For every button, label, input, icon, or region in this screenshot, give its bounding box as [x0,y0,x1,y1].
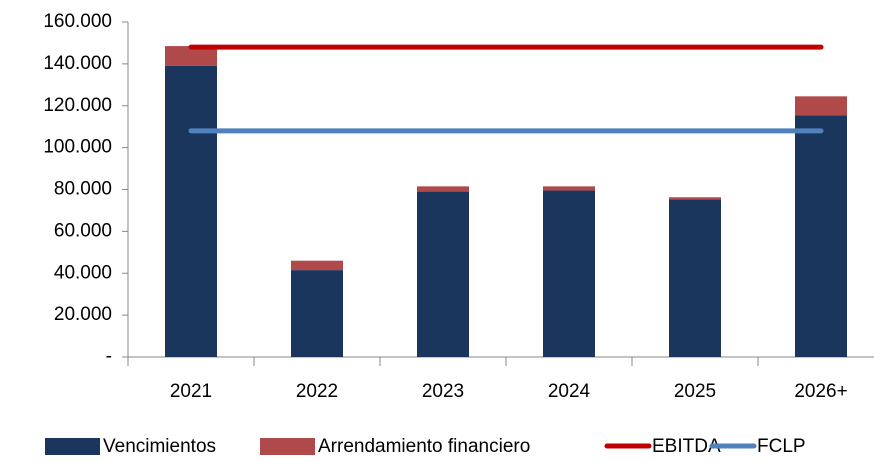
x-tick-label: 2025 [674,381,716,402]
x-tick-label: 2024 [548,381,591,402]
y-tick-label: 120.000 [43,95,112,116]
legend-label: Vencimientos [103,436,216,457]
y-tick-label: 160.000 [43,11,112,32]
bar-segment [417,191,469,357]
bar-segment [543,190,595,357]
legend-label: Arrendamiento financiero [318,436,530,457]
y-tick-label: 100.000 [43,137,112,158]
legend-label: EBITDA [652,436,721,457]
y-tick-label: 140.000 [43,53,112,74]
bar-segment [291,270,343,357]
bar-segment [669,199,721,357]
bar-segment [417,186,469,192]
y-tick-label: 40.000 [54,262,112,283]
bar-segment [543,186,595,191]
x-tick-label: 2022 [296,381,338,402]
bar-segment [165,65,217,357]
bar-segment [669,197,721,200]
y-tick-label: 20.000 [54,304,112,325]
x-tick-label: 2023 [422,381,464,402]
legend-swatch [45,438,100,455]
y-tick-label: 80.000 [54,179,112,200]
legend-label: FCLP [757,436,806,457]
bar-segment [795,96,847,116]
bar-segment [795,115,847,357]
y-tick-label: - [106,346,112,367]
y-tick-label: 60.000 [54,220,112,241]
x-tick-label: 2026+ [794,381,847,402]
legend-swatch [260,438,315,455]
bar-segment [291,260,343,271]
bar-segment [165,46,217,66]
x-tick-label: 2021 [170,381,212,402]
